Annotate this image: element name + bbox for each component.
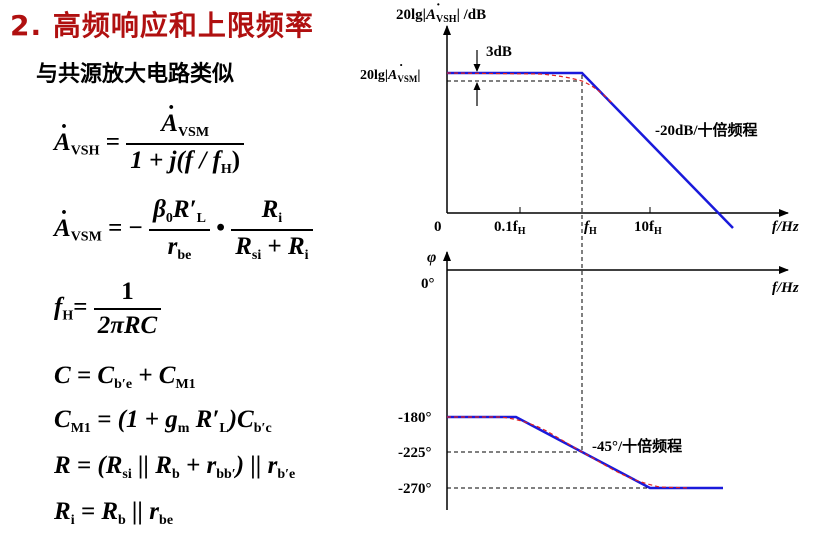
avsh-denominator: 1 + j(f / fH) <box>130 147 241 177</box>
avsh-lhs-sub: VSH <box>70 143 100 159</box>
fh-fraction: 1 2πRC <box>93 278 162 340</box>
mag-origin-label: 0 <box>434 219 442 235</box>
phase-tick-180-label: -180° <box>398 410 432 426</box>
subtitle: 与共源放大电路类似 <box>36 62 235 87</box>
phase-tick-225-label: -225° <box>398 445 432 461</box>
equation-cm1: CM1 = (1 + gm R′L)Cb′c <box>54 406 272 436</box>
mag-tick-10-label: 10fH <box>634 219 662 237</box>
phase-slope-label: -45°/十倍频程 <box>592 437 682 455</box>
mag-asymptote <box>447 71 734 229</box>
avsh-lhs: A <box>54 114 71 157</box>
avsm-fraction-2: Ri Rsi + Ri <box>231 196 313 264</box>
phase-xaxis-label: f/Hz <box>772 280 799 296</box>
mag-slope-label: -20dB/十倍频程 <box>655 121 758 139</box>
equation-ri: Ri = Rb || rbe <box>54 498 174 528</box>
avsh-eq: = <box>105 128 120 156</box>
page-title: 2. 高频响应和上限频率 <box>10 9 314 42</box>
mag-tick-fh-label: fH <box>584 219 597 237</box>
phase-ylabel: φ <box>427 249 436 266</box>
avsh-fraction: AVSM 1 + j(f / fH) <box>126 95 245 178</box>
avsm-dot: • <box>216 214 225 242</box>
avsm-fraction-1: β0R′L rbe <box>149 196 210 264</box>
mag-actual-curve <box>446 72 613 104</box>
mag-tick-01-label: 0.1fH <box>494 219 526 237</box>
equation-avsh: AVSH = AVSM 1 + j(f / fH) <box>54 95 245 178</box>
mag-xaxis-label: f/Hz <box>772 219 799 235</box>
equation-c: C = Cb′e + CM1 <box>54 362 196 392</box>
mag-ylabel: 20lg|AVSH| /dB <box>396 7 486 25</box>
mag-level-label: 20lg|AVSM| <box>360 68 420 84</box>
equation-fh: fH= 1 2πRC <box>54 278 162 340</box>
phase-actual-curve <box>447 416 691 489</box>
mag-ylabel-dot: · <box>436 0 441 13</box>
mag-3db-label: 3dB <box>486 44 512 60</box>
mag-level-dot: · <box>399 57 403 72</box>
phase-tick-270-label: -270° <box>398 481 432 497</box>
avsm-eq: = − <box>108 214 143 242</box>
avsm-lhs: A <box>54 200 71 243</box>
equation-avsm: AVSM = − β0R′L rbe • Ri Rsi + Ri <box>54 196 313 264</box>
equation-r: R = (Rsi || Rb + rbb′) || rb′e <box>54 452 296 482</box>
phase-tick-0-label: 0° <box>421 276 435 292</box>
avsh-numerator: AVSM <box>126 95 245 145</box>
